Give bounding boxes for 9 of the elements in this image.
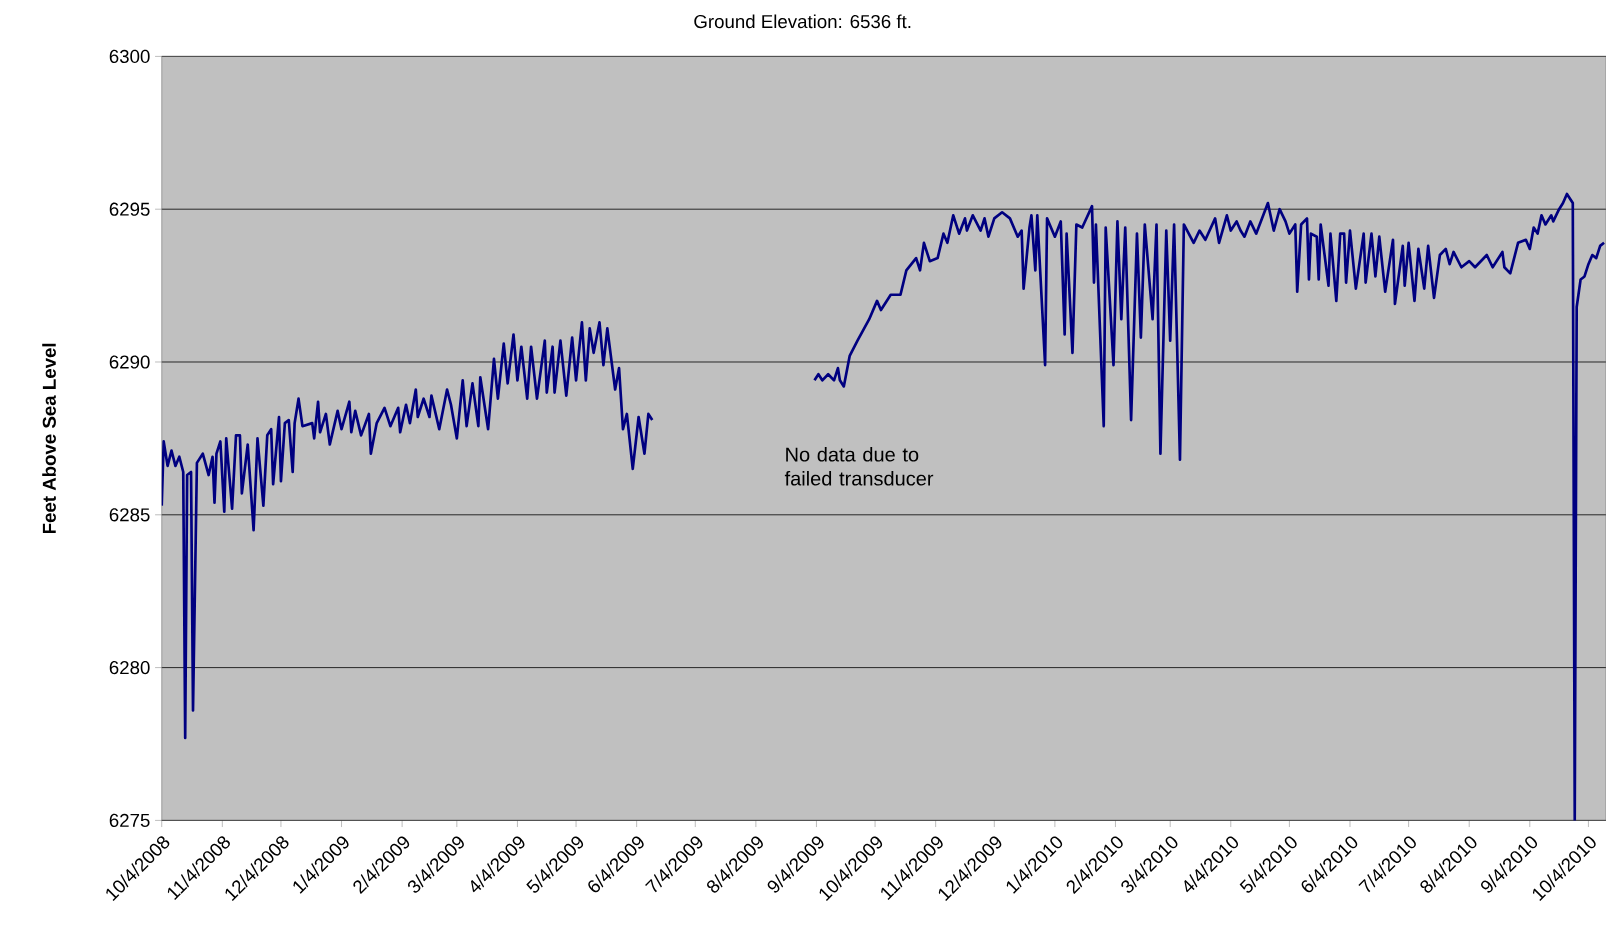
annotation: No data due to failed transducer	[784, 446, 934, 486]
y-tick-label: 6295	[109, 202, 150, 216]
y-tick-label: 6300	[109, 49, 150, 64]
y-tick-label: 6280	[109, 660, 150, 675]
y-tick-label: 6285	[109, 508, 150, 522]
y-axis-title: Feet Above Sea Level	[42, 343, 56, 534]
y-tick-label: 6275	[109, 813, 150, 828]
y-tick-label: 6290	[109, 355, 150, 369]
chart-title: Ground Elevation: 6536 ft.	[694, 14, 911, 29]
